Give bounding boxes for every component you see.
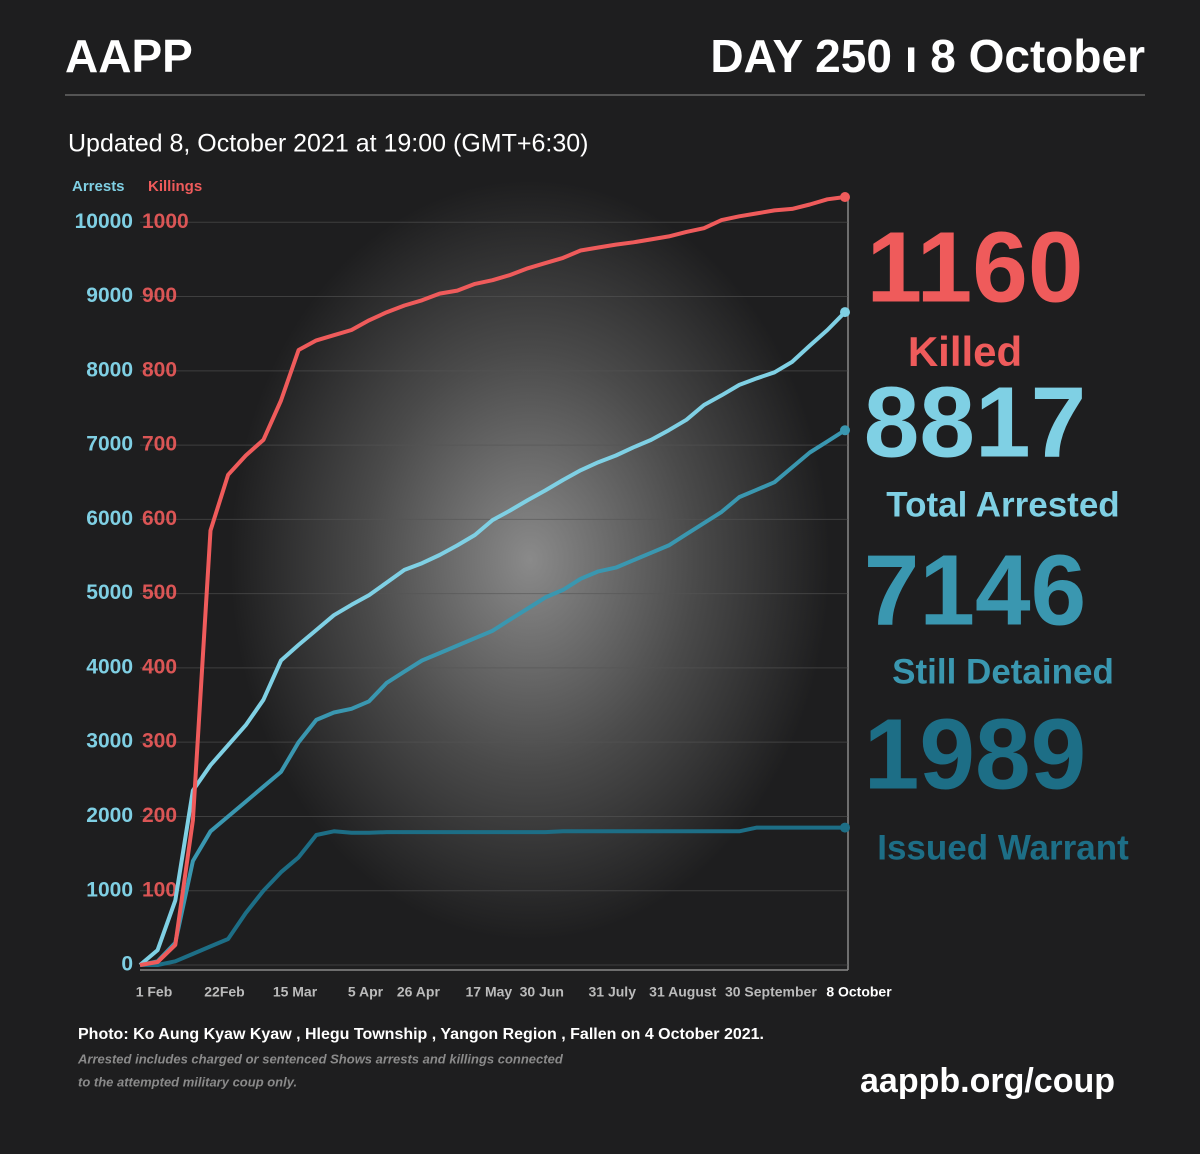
end-dot [840, 425, 850, 436]
note: to the attempted military coup only. [78, 1074, 297, 1089]
x-tick-label: 15 Mar [273, 984, 318, 1000]
source-url: aappb.org/coup [860, 1062, 1115, 1100]
y-tick-label: 0 [121, 953, 133, 976]
y-tick-label: 4000 [86, 655, 133, 678]
portrait-backdrop [230, 180, 830, 940]
x-tick-label: 26 Apr [397, 984, 441, 1000]
y-tick-label: 9000 [86, 284, 133, 307]
subtitle: Updated 8, October 2021 at 19:00 (GMT+6:… [68, 130, 588, 158]
y2-tick-label: 100 [142, 878, 177, 901]
series-line [140, 825, 845, 967]
y-tick-label: 8000 [86, 358, 133, 381]
y2-tick-label: 600 [142, 507, 177, 530]
x-tick-label: 8 October [826, 984, 892, 1000]
stat-number: 1160 [867, 211, 1084, 323]
note: Arrested includes charged or sentenced S… [77, 1051, 564, 1066]
photo-caption: Photo: Ko Aung Kyaw Kyaw , Hlegu Townshi… [78, 1026, 764, 1043]
stat-label: Issued Warrant [877, 828, 1129, 867]
end-dot [840, 822, 850, 833]
stat-label: Still Detained [892, 652, 1114, 691]
stat-label: Total Arrested [886, 485, 1119, 524]
series-line [139, 428, 847, 967]
x-tick-label: 5 Apr [348, 984, 384, 1000]
y-tick-label: 5000 [86, 581, 133, 604]
y-tick-label: 3000 [86, 730, 133, 753]
x-tick-label: 31 August [649, 984, 716, 1000]
brand: AAPP [65, 30, 193, 82]
stat-label: Killed [908, 328, 1022, 375]
y-tick-label: 1000 [86, 878, 133, 901]
x-tick-label: 30 September [725, 984, 817, 1000]
y-axis-label: Arrests [72, 178, 125, 195]
stat-number: 8817 [864, 366, 1086, 478]
end-dot [840, 307, 850, 318]
series-line [138, 310, 847, 967]
y-tick-label: 7000 [86, 433, 133, 456]
x-tick-label: 31 July [589, 984, 637, 1000]
title: DAY 250 ı 8 October [710, 30, 1145, 82]
x-tick-label: 1 Feb [136, 984, 173, 1000]
x-tick-label: 30 Jun [520, 984, 564, 1000]
y2-tick-label: 800 [142, 358, 177, 381]
stat-number: 1989 [864, 698, 1086, 810]
x-tick-label: 17 May [466, 984, 513, 1000]
y2-tick-label: 500 [142, 581, 177, 604]
stat-number: 7146 [864, 534, 1086, 646]
y2-tick-label: 200 [142, 804, 177, 827]
y-tick-label: 10000 [75, 210, 133, 233]
x-tick-label: 22Feb [204, 984, 244, 1000]
y2-tick-label: 400 [142, 655, 177, 678]
y2-tick-label: 900 [142, 284, 177, 307]
y-tick-label: 2000 [86, 804, 133, 827]
series-line [139, 195, 846, 967]
y2-tick-label: 700 [142, 433, 177, 456]
end-dot [840, 192, 850, 203]
y2-tick-label: 300 [142, 730, 177, 753]
y-tick-label: 6000 [86, 507, 133, 530]
y2-axis-label: Killings [148, 178, 202, 195]
y2-tick-label: 1000 [142, 210, 189, 233]
